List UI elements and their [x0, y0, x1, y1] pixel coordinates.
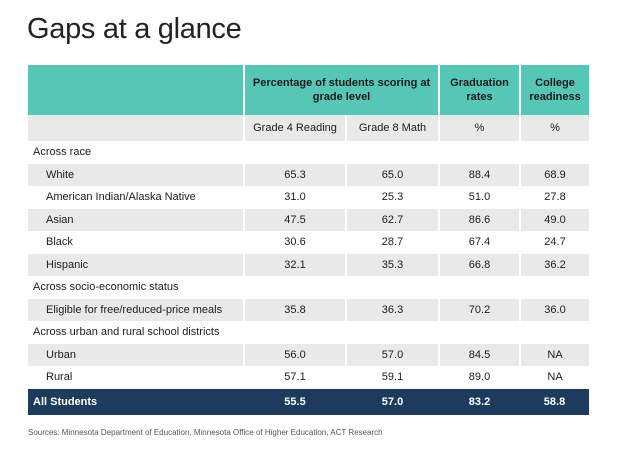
table-cell	[438, 276, 521, 299]
table-cell: 86.6	[438, 208, 521, 231]
table-cell: 89.0	[438, 366, 521, 389]
table-cell: 51.0	[438, 186, 521, 209]
table-cell: 30.6	[243, 231, 346, 254]
row-label: Asian	[46, 213, 74, 226]
table-cell: 66.8	[438, 253, 521, 276]
row-label: Urban	[46, 348, 76, 361]
table-cell: 24.7	[519, 231, 590, 254]
subheader-college-unit: %	[519, 115, 590, 141]
header-college-readiness: College readiness	[519, 65, 590, 115]
table-subheader-row: Grade 4 Reading Grade 8 Math % %	[28, 115, 590, 141]
total-cell: 57.0	[381, 395, 404, 408]
subheader-grade4-reading: Grade 4 Reading	[243, 115, 346, 141]
gaps-table: Percentage of students scoring at grade …	[28, 65, 590, 415]
table-row: White 65.3 65.0 88.4 68.9	[28, 163, 590, 186]
table-cell: 36.3	[344, 298, 440, 321]
table-cell: 62.7	[344, 208, 440, 231]
table-row: Eligible for free/reduced-price meals 35.…	[28, 298, 590, 321]
source-note: Sources: Minnesota Department of Educati…	[28, 428, 383, 437]
header-grade-level: Percentage of students scoring at grade …	[242, 65, 440, 115]
table-cell: 27.8	[519, 186, 590, 209]
table-cell	[519, 141, 590, 164]
row-label: Eligible for free/reduced-price meals	[46, 303, 223, 316]
table-cell: 35.8	[243, 298, 346, 321]
table-row: Urban 56.0 57.0 84.5 NA	[28, 343, 590, 366]
table-cell	[243, 276, 346, 299]
table-cell: 57.0	[344, 343, 440, 366]
subheader-blank-cell	[28, 115, 244, 141]
table-cell: 84.5	[438, 343, 521, 366]
table-cell: 59.1	[344, 366, 440, 389]
table-cell	[243, 141, 346, 164]
group-row: Across race	[28, 141, 590, 164]
header-blank-cell	[28, 65, 244, 115]
table-cell: 31.0	[243, 186, 346, 209]
table-cell	[344, 141, 440, 164]
row-label: American Indian/Alaska Native	[46, 191, 196, 204]
table-cell: 47.5	[243, 208, 346, 231]
table-cell: 56.0	[243, 343, 346, 366]
group-label: Across race	[33, 146, 92, 159]
table-cell	[438, 141, 521, 164]
total-cell: 58.8	[543, 395, 566, 408]
table-cell: 65.3	[243, 163, 346, 186]
table-cell: 88.4	[438, 163, 521, 186]
header-graduation-rates: Graduation rates	[438, 65, 521, 115]
table-body: Across race White 65.3 65.0 88.4 68.9 American…	[28, 141, 590, 389]
table-cell	[243, 321, 346, 344]
row-label: White	[46, 168, 75, 181]
row-label: Rural	[46, 371, 73, 384]
table-cell: 57.1	[243, 366, 346, 389]
table-cell	[519, 276, 590, 299]
table-cell: 36.2	[519, 253, 590, 276]
subheader-graduation-unit: %	[438, 115, 521, 141]
total-cell: 55.5	[284, 395, 306, 408]
page-title: Gaps at a glance	[27, 13, 242, 45]
table-cell: 70.2	[438, 298, 521, 321]
total-label: All Students	[33, 395, 98, 408]
table-cell: 67.4	[438, 231, 521, 254]
group-label: Across urban and rural school districts	[33, 326, 220, 339]
table-row: Hispanic 32.1 35.3 66.8 36.2	[28, 253, 590, 276]
table-row: American Indian/Alaska Native 31.0 25.3 51.…	[28, 186, 590, 209]
row-label: Black	[46, 236, 73, 249]
table-cell: 32.1	[243, 253, 346, 276]
table-cell: 28.7	[344, 231, 440, 254]
table-cell: 65.0	[344, 163, 440, 186]
total-cell: 83.2	[468, 395, 491, 408]
table-cell: NA	[519, 366, 590, 389]
group-row: Across socio-economic status	[28, 276, 590, 299]
subheader-grade8-math: Grade 8 Math	[344, 115, 440, 141]
group-label: Across socio-economic status	[33, 281, 179, 294]
table-row: Asian 47.5 62.7 86.6 49.0	[28, 208, 590, 231]
table-cell: 36.0	[519, 298, 590, 321]
table-cell	[438, 321, 521, 344]
table-cell: NA	[519, 343, 590, 366]
table-cell: 68.9	[519, 163, 590, 186]
table-cell	[344, 321, 440, 344]
row-label: Hispanic	[46, 258, 89, 271]
table-row: Black 30.6 28.7 67.4 24.7	[28, 231, 590, 254]
table-cell	[519, 321, 590, 344]
table-cell: 49.0	[519, 208, 590, 231]
table-header-row: Percentage of students scoring at grade …	[28, 65, 590, 115]
table-cell: 25.3	[344, 186, 440, 209]
total-row: All Students 55.5 57.0 83.2 58.8	[28, 388, 590, 415]
table-cell	[344, 276, 440, 299]
table-cell: 35.3	[344, 253, 440, 276]
group-row: Across urban and rural school districts	[28, 321, 590, 344]
table-row: Rural 57.1 59.1 89.0 NA	[28, 366, 590, 389]
